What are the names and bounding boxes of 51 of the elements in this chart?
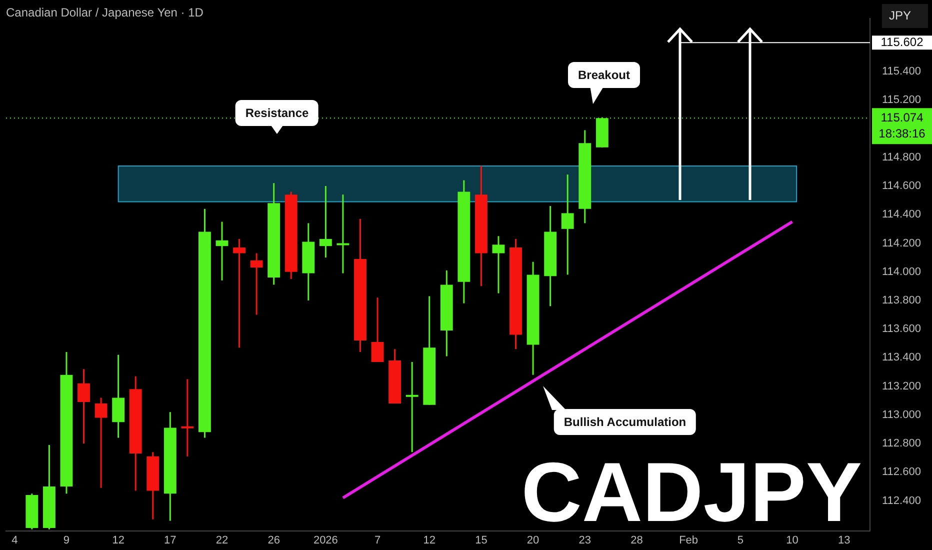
y-tick-label: 114.800: [882, 151, 921, 164]
x-tick-label: 15: [475, 534, 488, 546]
candlestick: [78, 368, 90, 444]
y-tick-label: 114.600: [882, 180, 921, 192]
y-axis-title: JPY: [888, 8, 912, 22]
x-tick-label: 13: [838, 534, 850, 546]
candlestick: [406, 361, 418, 453]
y-tick-label: 114.200: [882, 237, 921, 250]
annotation: Bullish Accumulation: [554, 409, 696, 435]
ref-line-label: 115.074: [880, 110, 924, 124]
candlestick: [371, 296, 384, 363]
x-tick-label: 28: [630, 534, 643, 546]
y-tick-label: 113.600: [882, 323, 921, 336]
x-tick-label: 17: [164, 534, 176, 546]
x-tick-label: 4: [12, 534, 18, 546]
y-tick-label: 114.000: [882, 266, 921, 278]
candlestick: [250, 252, 263, 316]
x-tick-label: 26: [268, 534, 280, 546]
candlestick: [216, 221, 228, 282]
x-tick-label: 5: [737, 534, 744, 546]
annotation: Resistance: [235, 100, 319, 126]
x-tick-label: 22: [216, 534, 228, 546]
y-tick-label: 113.400: [882, 352, 921, 364]
y-tick-label: 112.400: [882, 494, 921, 507]
x-tick-label: 12: [112, 534, 124, 546]
y-tick-label: 115.200: [882, 94, 921, 106]
x-tick-label: 7: [374, 534, 381, 546]
x-tick-label: Feb: [679, 534, 698, 546]
candlestick: [181, 378, 194, 458]
y-tick-label: 113.800: [882, 294, 921, 306]
annotation: Breakout: [568, 62, 640, 88]
x-tick-label: 23: [578, 534, 592, 546]
y-tick-label: 115.400: [882, 66, 921, 78]
x-tick-label: 10: [786, 534, 798, 546]
candlestick: [336, 194, 350, 274]
y-tick-label: 113.000: [882, 408, 921, 421]
candlestick: [492, 235, 505, 294]
candlestick: [233, 238, 246, 348]
chart-title: Canadian Dollar / Japanese Yen · 1D: [6, 5, 204, 20]
text: 18:38:16: [878, 126, 926, 140]
candlestick: [319, 185, 332, 258]
y-tick-label: 114.400: [882, 208, 921, 221]
candlestick: [94, 396, 108, 489]
x-tick-label: 9: [63, 534, 70, 546]
candlestick: [561, 174, 574, 276]
y-tick-label: 112.600: [882, 466, 921, 478]
x-tick-label: 12: [423, 534, 436, 546]
y-tick-label: 113.200: [882, 380, 921, 392]
ref-line-label: 115.602: [880, 34, 924, 49]
y-tick-label: 112.800: [882, 438, 921, 450]
x-tick-label: 2026: [313, 534, 338, 546]
